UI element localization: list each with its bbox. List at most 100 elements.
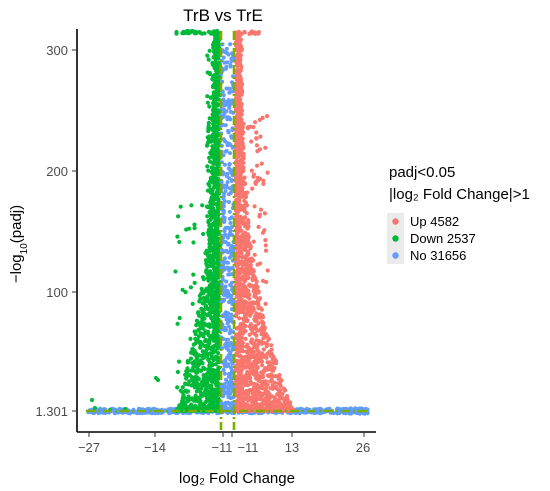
point-down-2130 (200, 349, 205, 354)
point-down-2686 (185, 369, 190, 374)
point-no-3855 (227, 209, 232, 214)
point-down-2700 (193, 340, 198, 346)
point-up-1480 (239, 146, 244, 151)
point-up-1460 (270, 382, 275, 387)
point-up-1084 (240, 331, 245, 336)
point-up-1444 (257, 373, 262, 378)
point-up-1412 (246, 375, 251, 380)
point-down-2309 (206, 218, 211, 223)
point-up-1401 (242, 303, 247, 308)
point-down-2789 (213, 224, 218, 230)
point-no-3484 (315, 411, 320, 415)
point-no-4041 (225, 100, 230, 105)
point-down-2733 (213, 36, 218, 41)
point-up-1092 (249, 322, 254, 327)
point-down-2778 (216, 221, 221, 226)
point-down-2577 (214, 101, 219, 106)
point-no-4124 (358, 412, 362, 416)
point-up-735 (269, 343, 274, 348)
point-up-884 (260, 386, 265, 391)
y-tick-300: 300 (46, 43, 77, 58)
point-up-1542 (236, 250, 241, 255)
point-down-3015 (213, 30, 218, 35)
point-up-1587 (248, 283, 253, 288)
point-no-3883 (229, 59, 234, 64)
point-up-1055 (253, 368, 258, 374)
point-up-1323 (237, 76, 242, 81)
point-down-2682 (196, 376, 201, 382)
point-up-1458 (237, 277, 242, 282)
point-up-1554 (243, 277, 248, 282)
point-down-2592 (216, 305, 221, 310)
point-down-3010 (180, 30, 185, 36)
point-up-1454 (237, 160, 242, 165)
point-no-3638 (318, 406, 322, 411)
legend-label-down: Down 2537 (410, 231, 476, 246)
x-tick-label-6: 26 (356, 440, 370, 455)
point-down-2941 (185, 396, 190, 401)
point-down-2694 (214, 368, 219, 373)
chart-title: TrB vs TrE (183, 6, 263, 25)
point-down-2923 (212, 239, 217, 244)
point-down-2216 (178, 388, 183, 393)
point-up-438 (238, 31, 243, 36)
point-down-2741 (210, 368, 215, 373)
point-down-2714 (209, 297, 214, 303)
point-down-2118 (209, 223, 214, 228)
point-down-2240 (183, 381, 188, 386)
point-down-2934 (198, 320, 204, 325)
point-no-3525 (91, 411, 96, 416)
point-no-3742 (222, 371, 227, 376)
point-up-621 (245, 232, 250, 237)
point-down-2921 (210, 60, 215, 65)
point-down-2705 (214, 341, 219, 346)
point-up-1305 (267, 349, 272, 355)
point-no-3921 (228, 405, 233, 410)
point-down-2965 (185, 359, 190, 364)
point-up-1605 (257, 212, 263, 217)
point-no-3911 (224, 148, 229, 153)
point-no-3976 (225, 225, 230, 230)
point-down-2657 (216, 356, 221, 361)
point-no-3643 (117, 408, 121, 413)
x-tick-label-4: −11 (237, 440, 258, 455)
point-down-2710 (191, 382, 196, 387)
point-down-2753 (213, 327, 218, 332)
point-down-2935 (192, 226, 197, 231)
point-down-2950 (197, 293, 202, 298)
point-no-3931 (224, 341, 229, 346)
point-up-1456 (274, 405, 279, 410)
point-down-2899 (212, 251, 217, 256)
point-up-1483 (235, 273, 240, 278)
point-no-4127 (355, 411, 359, 416)
point-no-4017 (228, 350, 233, 355)
point-down-2914 (210, 77, 215, 82)
point-down-2524 (196, 327, 201, 332)
point-up-1246 (270, 374, 275, 379)
point-down-2613 (200, 332, 205, 338)
point-down-2669 (194, 337, 199, 342)
point-up-998 (239, 339, 244, 344)
point-up-1448 (239, 394, 244, 399)
point-down-2932 (180, 287, 185, 292)
series-down-points (89, 28, 223, 414)
point-down-3002 (194, 30, 199, 35)
point-down-2569 (190, 361, 195, 366)
point-up-1154 (253, 353, 258, 358)
point-no-4084 (227, 162, 232, 167)
point-up-1175 (243, 377, 248, 382)
point-down-2928 (213, 166, 218, 171)
point-down-2877 (214, 82, 219, 87)
legend-title-line1: padj<0.05 (389, 164, 455, 181)
point-down-2894 (210, 165, 215, 170)
point-up-542 (261, 336, 266, 341)
point-down-2872 (206, 227, 211, 232)
point-down-2609 (203, 288, 208, 293)
point-down-2599 (208, 310, 213, 315)
point-no-4001 (228, 293, 233, 298)
point-down-2825 (207, 237, 212, 242)
point-down-2540 (204, 347, 209, 353)
point-up-685 (249, 337, 254, 342)
point-up-1319 (254, 338, 259, 343)
point-down-2756 (211, 246, 216, 252)
